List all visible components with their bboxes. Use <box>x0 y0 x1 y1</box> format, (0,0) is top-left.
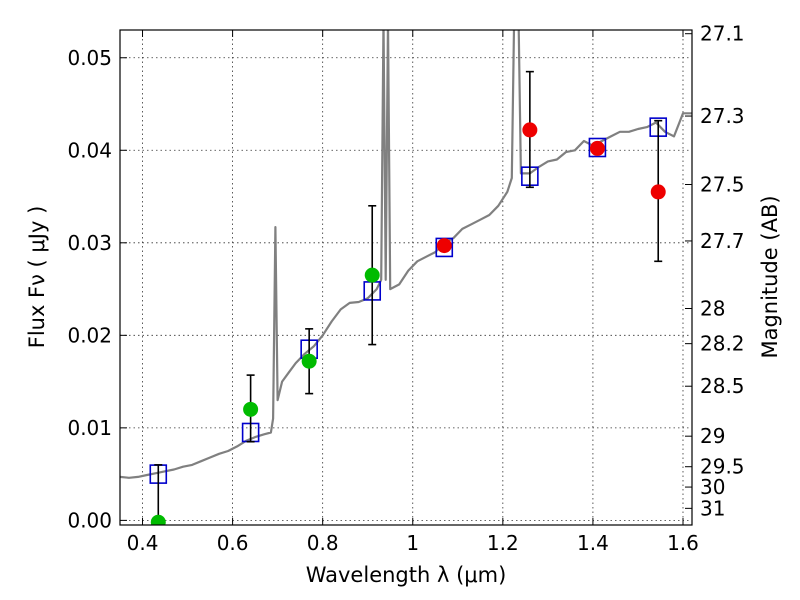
data-point <box>522 122 538 138</box>
right-tick-label: 27.1 <box>700 22 745 46</box>
right-tick-label: 28.5 <box>700 374 745 398</box>
data-point <box>364 267 380 283</box>
x-axis-label: Wavelength λ (μm) <box>306 563 507 587</box>
x-tick-label: 0.4 <box>127 531 159 555</box>
data-point <box>650 184 666 200</box>
y-tick-label: 0.05 <box>67 46 112 70</box>
y-tick-label: 0.00 <box>67 508 112 532</box>
y-tick-label: 0.04 <box>67 138 112 162</box>
x-tick-label: 1.4 <box>577 531 609 555</box>
grid-lines <box>120 30 692 525</box>
right-tick-label: 27.3 <box>700 104 745 128</box>
x-tick-label: 0.8 <box>307 531 339 555</box>
observed-photometry-points <box>150 122 666 525</box>
right-tick-label: 27.5 <box>700 173 745 197</box>
plot-background <box>120 30 692 525</box>
y-tick-label: 0.02 <box>67 323 112 347</box>
right-tick-label: 29.5 <box>700 455 745 479</box>
data-point <box>243 401 259 417</box>
data-point <box>301 353 317 369</box>
spectrum-line <box>120 30 692 479</box>
right-axis-label: Magnitude (AB) <box>758 195 782 358</box>
data-point <box>436 238 452 254</box>
data-point <box>150 514 166 525</box>
x-tick-label: 1 <box>406 531 419 555</box>
y-tick-label: 0.01 <box>67 416 112 440</box>
right-tick-label: 28 <box>700 296 725 320</box>
right-tick-label: 30 <box>700 475 725 499</box>
x-tick-label: 1.2 <box>487 531 519 555</box>
right-tick-label: 27.7 <box>700 229 745 253</box>
right-tick-label: 28.2 <box>700 332 745 356</box>
y-tick-label: 0.03 <box>67 231 112 255</box>
plot-frame <box>119 29 693 526</box>
right-tick-label: 31 <box>700 496 725 520</box>
x-axis-ticks: 0.4 0.6 0.8 1 1.2 1.4 1.6 <box>127 30 699 555</box>
y-axis-label: Flux Fν ( μJy ) <box>25 206 49 349</box>
plot-area <box>120 30 692 525</box>
x-tick-label: 1.6 <box>667 531 699 555</box>
model-square-marker <box>588 137 607 158</box>
x-tick-label: 0.6 <box>217 531 249 555</box>
right-tick-label: 29 <box>700 424 725 448</box>
model-spectrum <box>120 30 692 479</box>
y-axis-ticks: 0.00 0.01 0.02 0.03 0.04 0.05 <box>67 46 127 532</box>
data-point <box>589 140 605 156</box>
